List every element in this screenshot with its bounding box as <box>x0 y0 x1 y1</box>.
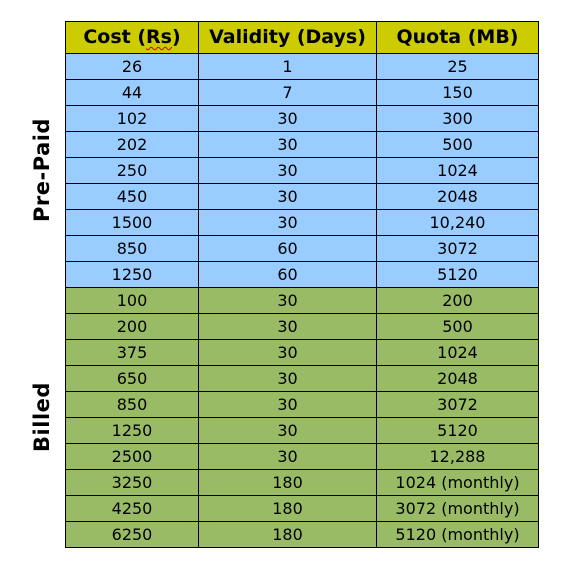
table-row: 102 30 300 <box>65 105 539 132</box>
cell-validity: 30 <box>198 183 377 210</box>
prepaid-label-text: Pre-Paid <box>30 118 54 222</box>
cell-quota: 25 <box>376 53 539 80</box>
cell-quota: 3072 (monthly) <box>376 495 539 522</box>
cell-cost: 3250 <box>65 469 199 496</box>
table-row: 1250 60 5120 <box>65 261 539 288</box>
cell-validity: 30 <box>198 417 377 444</box>
cell-quota: 200 <box>376 287 539 314</box>
cell-quota: 500 <box>376 313 539 340</box>
table-row: 202 30 500 <box>65 131 539 158</box>
table-row: 650 30 2048 <box>65 365 539 392</box>
table-row: 1500 30 10,240 <box>65 209 539 236</box>
cell-cost: 202 <box>65 131 199 158</box>
cell-cost: 375 <box>65 339 199 366</box>
cell-validity: 30 <box>198 287 377 314</box>
cell-cost: 44 <box>65 79 199 106</box>
header-cost: Cost (Rs) <box>65 21 199 54</box>
cell-validity: 60 <box>198 261 377 288</box>
cell-quota: 5120 (monthly) <box>376 521 539 548</box>
cell-validity: 30 <box>198 339 377 366</box>
cell-cost: 1250 <box>65 417 199 444</box>
table-row: 3250 180 1024 (monthly) <box>65 469 539 496</box>
cell-cost: 2500 <box>65 443 199 470</box>
table-row: 100 30 200 <box>65 287 539 314</box>
cell-cost: 200 <box>65 313 199 340</box>
cell-quota: 3072 <box>376 235 539 262</box>
cell-validity: 30 <box>198 443 377 470</box>
table-row: 850 30 3072 <box>65 391 539 418</box>
cell-quota: 3072 <box>376 391 539 418</box>
header-cost-prefix: Cost ( <box>83 26 147 48</box>
header-validity: Validity (Days) <box>198 21 377 54</box>
table-row: 375 30 1024 <box>65 339 539 366</box>
cell-validity: 180 <box>198 469 377 496</box>
cell-quota: 300 <box>376 105 539 132</box>
header-cost-unit: Rs <box>146 26 172 48</box>
cell-validity: 30 <box>198 209 377 236</box>
cell-quota: 1024 <box>376 157 539 184</box>
cell-cost: 650 <box>65 365 199 392</box>
cell-cost: 1500 <box>65 209 199 236</box>
cell-validity: 60 <box>198 235 377 262</box>
cell-cost: 6250 <box>65 521 199 548</box>
cell-quota: 1024 (monthly) <box>376 469 539 496</box>
cell-quota: 150 <box>376 79 539 106</box>
cell-validity: 30 <box>198 105 377 132</box>
cell-quota: 10,240 <box>376 209 539 236</box>
table-row: 200 30 500 <box>65 313 539 340</box>
header-cost-suffix: ) <box>171 26 181 48</box>
table-row: 250 30 1024 <box>65 157 539 184</box>
cell-validity: 180 <box>198 521 377 548</box>
table-row: 850 60 3072 <box>65 235 539 262</box>
data-plans-table: Cost (Rs) Validity (Days) Quota (MB) 26 … <box>65 21 539 548</box>
cell-cost: 450 <box>65 183 199 210</box>
cell-cost: 102 <box>65 105 199 132</box>
table-row: 2500 30 12,288 <box>65 443 539 470</box>
table-row: 450 30 2048 <box>65 183 539 210</box>
cell-quota: 2048 <box>376 183 539 210</box>
cell-validity: 30 <box>198 313 377 340</box>
table-row: 6250 180 5120 (monthly) <box>65 521 539 548</box>
table-row: 1250 30 5120 <box>65 417 539 444</box>
billed-label-text: Billed <box>30 382 55 452</box>
cell-cost: 850 <box>65 391 199 418</box>
cell-validity: 180 <box>198 495 377 522</box>
cell-cost: 1250 <box>65 261 199 288</box>
table-row: 26 1 25 <box>65 53 539 80</box>
cell-quota: 2048 <box>376 365 539 392</box>
cell-quota: 500 <box>376 131 539 158</box>
cell-validity: 30 <box>198 391 377 418</box>
header-quota: Quota (MB) <box>376 21 539 54</box>
billed-group-label: Billed <box>22 287 62 547</box>
cell-validity: 7 <box>198 79 377 106</box>
cell-quota: 5120 <box>376 417 539 444</box>
cell-validity: 30 <box>198 157 377 184</box>
table-row: 4250 180 3072 (monthly) <box>65 495 539 522</box>
cell-cost: 250 <box>65 157 199 184</box>
cell-cost: 26 <box>65 53 199 80</box>
table-row: 44 7 150 <box>65 79 539 106</box>
cell-quota: 5120 <box>376 261 539 288</box>
table-header-row: Cost (Rs) Validity (Days) Quota (MB) <box>65 21 539 54</box>
cell-cost: 100 <box>65 287 199 314</box>
cell-validity: 30 <box>198 131 377 158</box>
cell-quota: 1024 <box>376 339 539 366</box>
cell-cost: 850 <box>65 235 199 262</box>
cell-validity: 30 <box>198 365 377 392</box>
cell-cost: 4250 <box>65 495 199 522</box>
cell-quota: 12,288 <box>376 443 539 470</box>
prepaid-group-label: Pre-Paid <box>22 53 62 287</box>
cell-validity: 1 <box>198 53 377 80</box>
